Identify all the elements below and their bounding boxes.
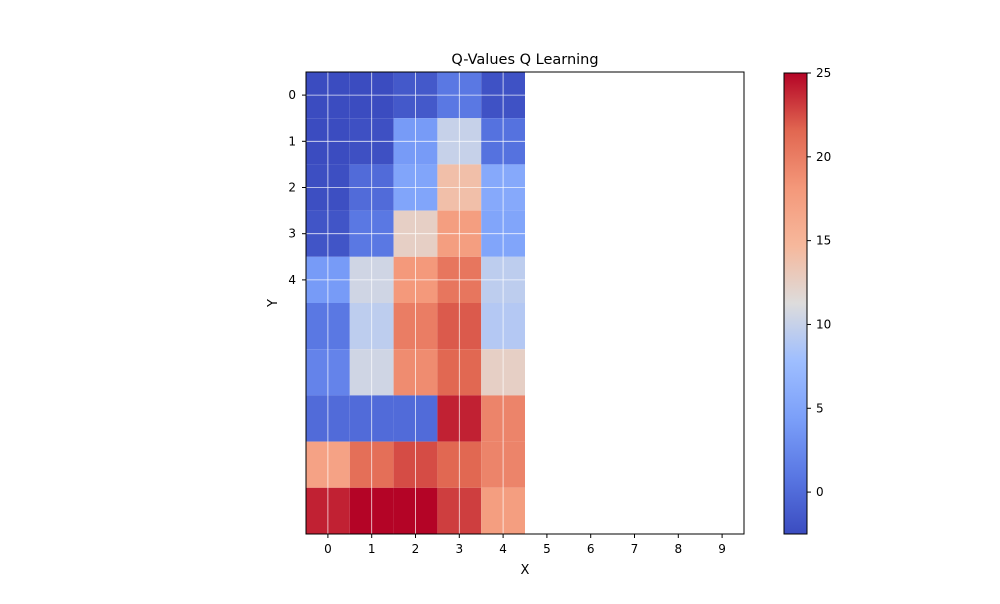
grid-lines — [306, 72, 744, 534]
x-axis-label: X — [521, 563, 530, 578]
plot-frame — [305, 71, 745, 535]
colorbar-tick-label: 15 — [816, 234, 831, 248]
colorbar-tick-label: 0 — [816, 485, 824, 499]
x-tick-label: 0 — [324, 542, 332, 556]
colorbar-tick-label: 25 — [816, 66, 831, 80]
x-tick-label: 3 — [455, 542, 463, 556]
y-axis-ticks: 0 1 2 3 4 — [288, 88, 306, 287]
x-tick-label: 8 — [674, 542, 682, 556]
x-tick-label: 6 — [587, 542, 595, 556]
x-tick-label: 1 — [368, 542, 376, 556]
y-tick-label: 2 — [288, 181, 296, 195]
colorbar-ticks: 0 5 10 15 20 25 — [807, 66, 831, 499]
x-tick-label: 7 — [631, 542, 639, 556]
x-tick-label: 4 — [499, 542, 507, 556]
y-tick-label: 3 — [288, 227, 296, 241]
x-tick-label: 5 — [543, 542, 551, 556]
y-axis-label: Y — [266, 299, 281, 308]
y-tick-label: 1 — [288, 134, 296, 148]
x-axis-ticks: 0 1 2 3 4 5 6 7 8 9 — [324, 534, 726, 556]
y-tick-label: 4 — [288, 273, 296, 287]
y-tick-label: 0 — [288, 88, 296, 102]
colorbar — [783, 72, 808, 535]
chart-title: Q-Values Q Learning — [451, 52, 598, 68]
x-tick-label: 9 — [718, 542, 726, 556]
x-tick-label: 2 — [412, 542, 420, 556]
colorbar-tick-label: 20 — [816, 150, 831, 164]
colorbar-tick-label: 5 — [816, 401, 824, 415]
colorbar-tick-label: 10 — [816, 317, 831, 331]
